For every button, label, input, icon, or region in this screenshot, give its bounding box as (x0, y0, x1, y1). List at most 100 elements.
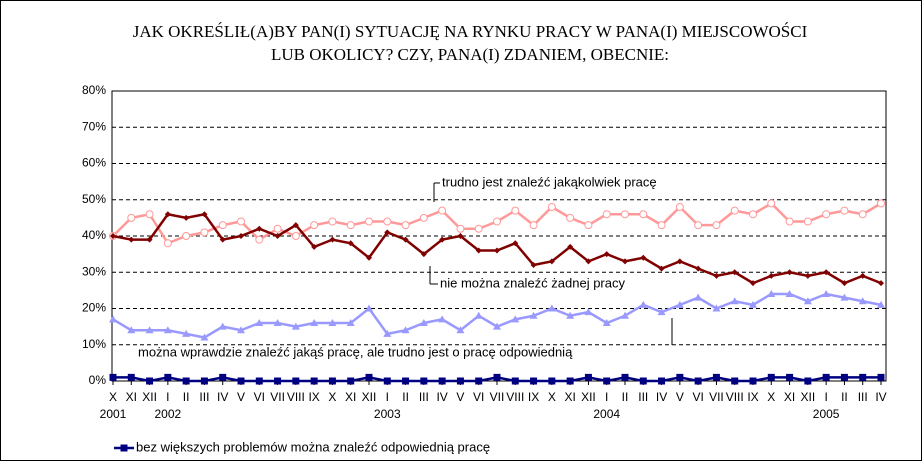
point (475, 247, 482, 254)
point (602, 319, 611, 326)
point (804, 272, 811, 279)
point (439, 236, 446, 243)
point (840, 206, 849, 215)
y-tick-label: 40% (82, 228, 106, 242)
point (456, 326, 465, 334)
point (767, 199, 776, 208)
point (585, 258, 592, 265)
point (420, 377, 428, 385)
point (639, 377, 647, 385)
point (292, 222, 299, 229)
point (237, 326, 245, 334)
point (219, 373, 227, 381)
point (584, 308, 593, 316)
point (457, 233, 464, 239)
point (786, 269, 793, 276)
point (511, 206, 520, 215)
point (237, 377, 245, 385)
point (859, 373, 867, 381)
point (329, 236, 336, 243)
point (474, 311, 483, 319)
x-tick-label: IX (308, 390, 319, 404)
point (730, 297, 739, 305)
y-tick-label: 80% (82, 83, 106, 97)
point (328, 377, 336, 385)
point (109, 315, 117, 323)
point (639, 210, 648, 219)
point (548, 377, 556, 385)
point (145, 326, 154, 334)
point (840, 373, 848, 381)
point (237, 217, 245, 226)
point (566, 213, 575, 222)
y-tick-label: 60% (82, 156, 106, 170)
x-tick-label: VIII (506, 390, 524, 404)
point (164, 211, 171, 218)
point (785, 290, 794, 297)
point (822, 210, 831, 219)
point (273, 224, 282, 233)
point (146, 377, 154, 385)
point (310, 377, 318, 385)
point (749, 300, 757, 308)
point (621, 373, 629, 381)
point (182, 232, 191, 240)
point (420, 251, 427, 258)
y-tick-label: 0% (89, 373, 107, 387)
x-tick-label: IV (217, 390, 228, 404)
x-year-label: 2001 (100, 407, 127, 421)
x-tick-label: II (402, 390, 409, 404)
point (730, 206, 739, 215)
point (163, 239, 172, 248)
point (182, 377, 190, 385)
x-tick-label: I (605, 390, 608, 404)
x-tick-label: IV (656, 390, 667, 404)
point (183, 214, 190, 221)
x-year-label: 2002 (155, 407, 182, 421)
x-tick-label: XI (126, 390, 137, 404)
point (493, 322, 501, 330)
point (823, 269, 830, 276)
series-annotation: nie można znaleźć żadnej pracy (440, 275, 625, 290)
point (768, 272, 775, 279)
point (110, 233, 116, 239)
point (695, 265, 702, 272)
point (109, 373, 117, 381)
point (676, 373, 684, 381)
legend-label: bez większych problemów można znaleźć od… (136, 439, 490, 454)
x-tick-label: I (166, 390, 169, 404)
x-tick-label: II (183, 390, 190, 404)
point (219, 236, 226, 243)
point (694, 221, 703, 230)
point (366, 254, 372, 261)
x-tick-label: I (824, 390, 827, 404)
point (127, 373, 135, 381)
point (456, 224, 465, 233)
point (291, 232, 300, 240)
x-tick-label: X (328, 390, 336, 404)
point (566, 377, 574, 385)
point (274, 377, 282, 385)
x-tick-label: IX (747, 390, 758, 404)
point (402, 236, 409, 243)
x-tick-label: III (638, 390, 648, 404)
x-tick-label: XII (581, 390, 596, 404)
point (731, 377, 739, 385)
x-tick-label: XII (142, 390, 157, 404)
point (255, 235, 264, 244)
point (474, 224, 483, 233)
point (201, 211, 208, 218)
point (548, 258, 555, 265)
point (512, 240, 519, 247)
point (657, 221, 666, 230)
point (749, 210, 757, 219)
point (584, 373, 592, 381)
x-tick-label: XII (801, 390, 816, 404)
x-tick-label: VIII (287, 390, 305, 404)
point (603, 251, 610, 258)
x-tick-label: IV (436, 390, 447, 404)
point (785, 217, 794, 226)
point (493, 373, 501, 381)
point (346, 319, 355, 326)
point (749, 377, 757, 385)
